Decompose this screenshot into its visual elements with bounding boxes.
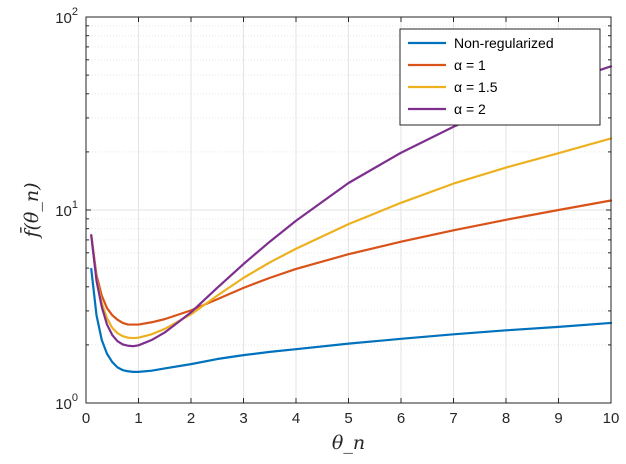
x-tick-labels: 0 1 2 3 4 5 6 7 8 9 10 [82, 410, 620, 427]
x-tick-label-9: 9 [554, 410, 562, 427]
series-line-0 [90, 267, 613, 373]
series-line-1 [90, 199, 613, 326]
x-tick-label-2: 2 [187, 410, 195, 427]
y-axis-title: f̄(θ_n) [19, 182, 43, 239]
series-line-2 [90, 137, 613, 340]
x-tick-label-0: 0 [82, 410, 90, 427]
legend-label-3: α = 2 [454, 101, 486, 117]
x-tick-label-3: 3 [239, 410, 247, 427]
x-tick-label-1: 1 [134, 410, 142, 427]
legend-label-2: α = 1.5 [454, 79, 498, 95]
series-layer [90, 65, 613, 373]
y-tick-label-1: 101 [55, 199, 78, 220]
x-tick-label-4: 4 [292, 410, 300, 427]
x-tick-label-6: 6 [397, 410, 405, 427]
x-axis-title: θ_n [332, 432, 365, 454]
x-tick-label-8: 8 [502, 410, 510, 427]
axis-ticks [85, 16, 612, 404]
series-line-3 [90, 65, 613, 348]
x-tick-label-10: 10 [603, 410, 620, 427]
legend-label-0: Non-regularized [454, 35, 554, 51]
y-tick-labels: 100 101 102 [55, 6, 78, 413]
y-tick-label-0: 100 [55, 392, 78, 413]
x-tick-label-7: 7 [449, 410, 457, 427]
x-tick-label-5: 5 [344, 410, 352, 427]
y-tick-label-2: 102 [55, 6, 78, 27]
legend: Non-regularized α = 1 α = 1.5 α = 2 [399, 28, 601, 126]
legend-label-1: α = 1 [454, 57, 486, 73]
